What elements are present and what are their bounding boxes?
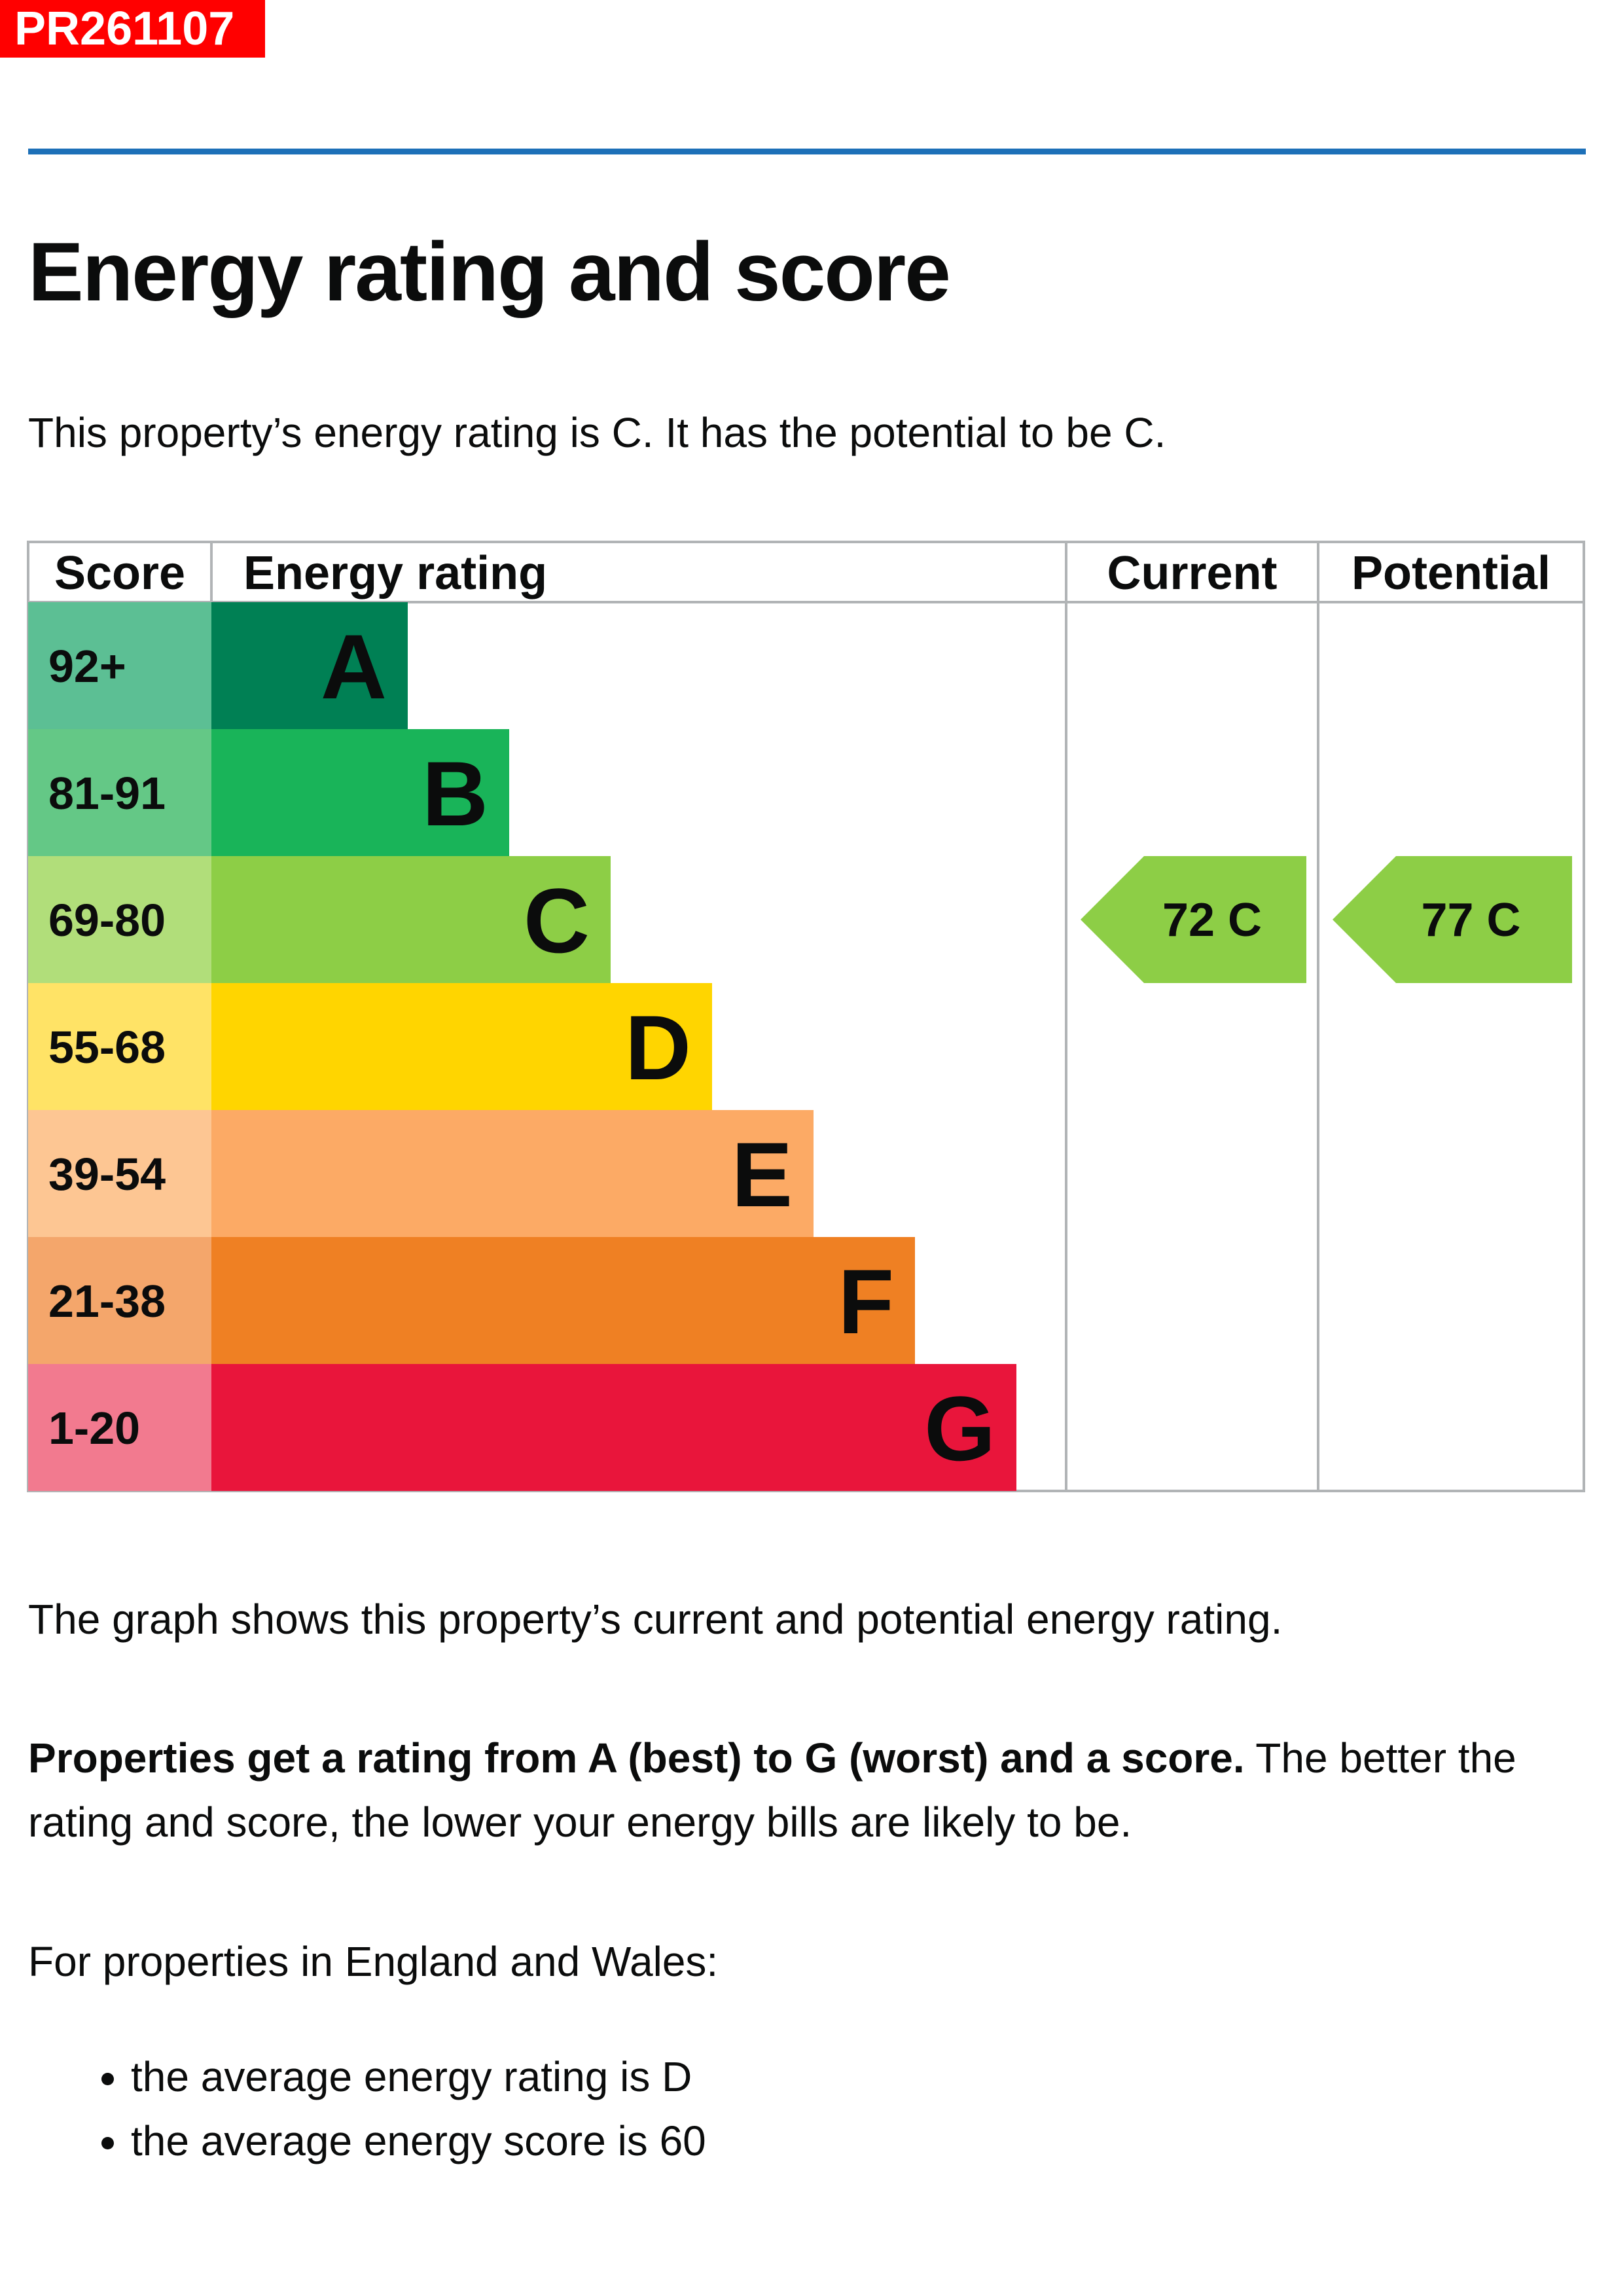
score-range-f: 21-38	[48, 1276, 166, 1327]
band-bar-e	[211, 1110, 814, 1237]
band-letter-e: E	[732, 1123, 793, 1226]
band-bar-f	[211, 1237, 915, 1364]
chart-bands: 92+ A 81-91 B 69-80 C 55-68 D 39-54 E 21-38 F 1-20 G	[28, 602, 1016, 1491]
score-cell-d	[28, 983, 211, 1110]
current-rating-label: 72 C	[1162, 894, 1262, 946]
score-range-a: 92+	[48, 641, 126, 692]
band-letter-g: G	[924, 1377, 995, 1480]
score-range-d: 55-68	[48, 1022, 166, 1073]
band-bar-d	[211, 983, 712, 1110]
averages-list: the average energy rating is D the avera…	[131, 2045, 706, 2173]
rating-explanation-rest: The better the rating and score, the low…	[28, 1734, 1516, 1846]
header-divider	[28, 149, 1586, 154]
score-cell-g	[28, 1364, 211, 1491]
band-letter-c: C	[524, 869, 590, 972]
score-range-c: 69-80	[48, 895, 166, 946]
band-bar-b	[211, 729, 509, 856]
average-score-item: the average energy score is 60	[131, 2109, 706, 2173]
energy-rating-chart: Score Energy rating Current Potential 92+ A 8…	[27, 541, 1585, 1492]
region-intro: For properties in England and Wales:	[28, 1938, 719, 1985]
band-letter-f: F	[838, 1250, 894, 1353]
header-potential: Potential	[1352, 547, 1550, 600]
rating-summary: This property’s energy rating is C. It h…	[28, 409, 1166, 456]
potential-rating-label: 77 C	[1421, 894, 1520, 946]
band-letter-a: A	[321, 615, 387, 718]
score-cell-a	[28, 602, 211, 729]
average-rating-item: the average energy rating is D	[131, 2045, 706, 2109]
score-range-e: 39-54	[48, 1149, 166, 1200]
score-cell-f	[28, 1237, 211, 1364]
band-letter-b: B	[422, 742, 488, 845]
score-range-b: 81-91	[48, 768, 166, 819]
current-rating-arrow	[1081, 856, 1306, 983]
page-title: Energy rating and score	[28, 225, 951, 318]
band-bar-c	[211, 856, 611, 983]
score-range-g: 1-20	[48, 1403, 140, 1454]
potential-rating-arrow	[1333, 856, 1572, 983]
rating-explanation: Properties get a rating from A (best) to…	[28, 1726, 1589, 1854]
header-current: Current	[1107, 547, 1277, 600]
rating-explanation-bold: Properties get a rating from A (best) to…	[28, 1734, 1245, 1782]
chart-arrows: 72 C 77 C	[1081, 856, 1572, 983]
score-cell-b	[28, 729, 211, 856]
band-bar-a	[211, 602, 408, 729]
graph-explanation: The graph shows this property’s current …	[28, 1596, 1283, 1643]
header-energy-rating: Energy rating	[243, 547, 547, 600]
header-score: Score	[54, 547, 185, 600]
band-letter-d: D	[625, 996, 691, 1099]
property-reference-badge: PR261107	[0, 0, 265, 58]
score-cell-c	[28, 856, 211, 983]
score-cell-e	[28, 1110, 211, 1237]
chart-headers: Score Energy rating Current Potential	[54, 547, 1550, 600]
band-bar-g	[211, 1364, 1016, 1491]
